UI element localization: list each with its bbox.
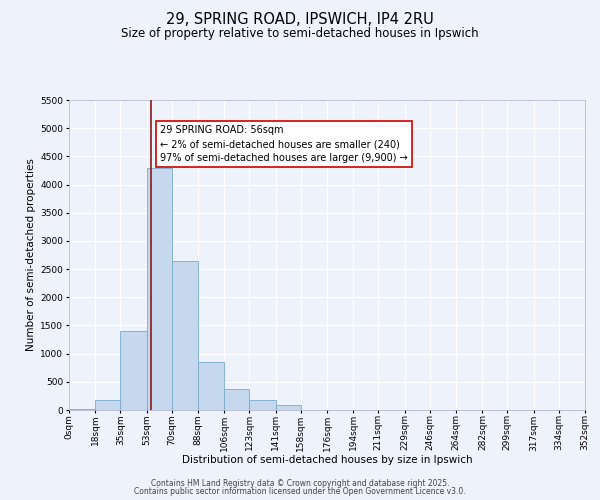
Text: 29 SPRING ROAD: 56sqm
← 2% of semi-detached houses are smaller (240)
97% of semi: 29 SPRING ROAD: 56sqm ← 2% of semi-detac…: [160, 126, 407, 164]
Bar: [224, 388, 250, 410]
Bar: [250, 400, 275, 410]
Text: Contains HM Land Registry data © Crown copyright and database right 2025.: Contains HM Land Registry data © Crown c…: [151, 478, 449, 488]
Text: Contains public sector information licensed under the Open Government Licence v3: Contains public sector information licen…: [134, 487, 466, 496]
Bar: [121, 331, 146, 410]
Y-axis label: Number of semi-detached properties: Number of semi-detached properties: [26, 158, 36, 352]
X-axis label: Distribution of semi-detached houses by size in Ipswich: Distribution of semi-detached houses by …: [182, 454, 472, 464]
Bar: [198, 362, 224, 410]
Bar: [275, 406, 301, 410]
Text: 29, SPRING ROAD, IPSWICH, IP4 2RU: 29, SPRING ROAD, IPSWICH, IP4 2RU: [166, 12, 434, 28]
Bar: [146, 168, 172, 410]
Bar: [69, 408, 95, 410]
Bar: [172, 260, 198, 410]
Bar: [95, 400, 121, 410]
Text: Size of property relative to semi-detached houses in Ipswich: Size of property relative to semi-detach…: [121, 28, 479, 40]
